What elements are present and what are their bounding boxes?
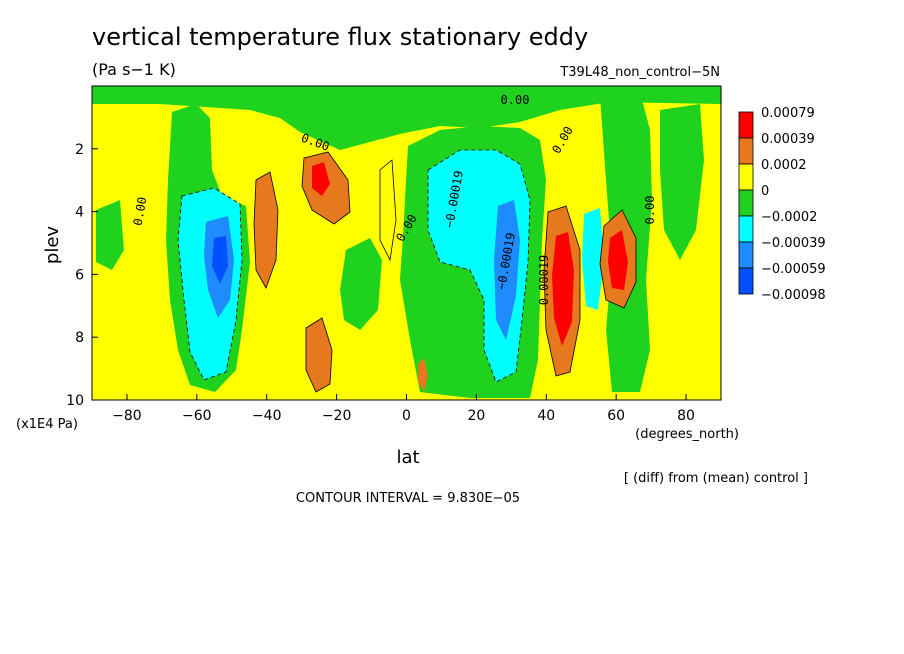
upper-negative-band (92, 86, 721, 150)
contour-value-label: 0.00019 (537, 255, 551, 306)
x-tick-label: 40 (537, 408, 555, 424)
x-tick-label: 80 (677, 408, 695, 424)
legend-label: 0.0002 (761, 158, 807, 173)
x-tick-label: −40 (252, 408, 282, 424)
chart-title: vertical temperature flux stationary edd… (92, 23, 588, 51)
south-pole-green-patch (96, 200, 124, 270)
x-tick-label: −60 (182, 408, 212, 424)
legend-swatch (738, 215, 754, 243)
legend-label: −0.00098 (761, 288, 826, 303)
y-tick-label: 6 (75, 267, 84, 283)
north-red-b (608, 230, 628, 290)
legend-swatch (738, 137, 754, 165)
legend-swatch (738, 267, 754, 295)
color-legend: 0.00079 0.00039 0.0002 0 −0.0002 −0.00039 −0.0… (738, 106, 826, 303)
north-red-a (552, 232, 574, 346)
contour-value-label: 0.00 (501, 93, 530, 107)
legend-label: 0 (761, 184, 769, 199)
chart-units: (Pa s−1 K) (92, 60, 176, 79)
contour-value-label: 0.00 (131, 196, 150, 227)
x-axis-label: lat (396, 447, 419, 468)
south-red-core (312, 162, 330, 196)
legend-label: −0.00039 (761, 236, 826, 251)
y-tick-label: 8 (75, 330, 84, 346)
legend-swatch (738, 163, 754, 191)
contour-value-label: 0.00 (643, 196, 657, 225)
y-tick-label: 10 (66, 393, 84, 409)
contour-field (92, 86, 721, 400)
contour-interval: CONTOUR INTERVAL = 9.830E−05 (296, 491, 520, 506)
x-tick-label: −80 (112, 408, 142, 424)
far-north-green-patch (660, 104, 704, 260)
legend-swatch (738, 241, 754, 269)
legend-label: 0.00039 (761, 132, 815, 147)
y-axis-label: plev (42, 226, 63, 265)
y-axis-units: (x1E4 Pa) (16, 417, 78, 432)
south-orange-a (254, 172, 278, 288)
run-label: T39L48_non_control−5N (559, 65, 720, 80)
x-tick-label: 20 (467, 408, 485, 424)
legend-label: 0.00079 (761, 106, 815, 121)
contour-lines (177, 149, 637, 393)
legend-swatch (738, 189, 754, 217)
equator-orange-spot (418, 358, 428, 392)
y-tick-label: 4 (75, 205, 84, 221)
north-blue-core (494, 200, 520, 340)
x-tick-label: 60 (607, 408, 625, 424)
x-tick-label: 0 (402, 408, 411, 424)
diff-note: [ (diff) from (mean) control ] (624, 471, 808, 486)
legend-label: −0.0002 (761, 210, 817, 225)
x-axis-units: (degrees_north) (635, 427, 739, 442)
x-tick-label: −20 (322, 408, 352, 424)
north-polar-cyan (582, 208, 604, 310)
legend-label: −0.00059 (761, 262, 826, 277)
south-darkblue-core (212, 236, 228, 284)
y-tick-label: 2 (75, 142, 84, 158)
x-axis-ticks: −80 −60 −40 −20 0 20 40 60 80 (112, 394, 695, 424)
legend-swatch (738, 111, 754, 139)
equator-green-patch (340, 238, 382, 330)
south-orange-lower (306, 318, 332, 392)
y-axis-ticks: 2 4 6 8 10 (66, 142, 98, 409)
